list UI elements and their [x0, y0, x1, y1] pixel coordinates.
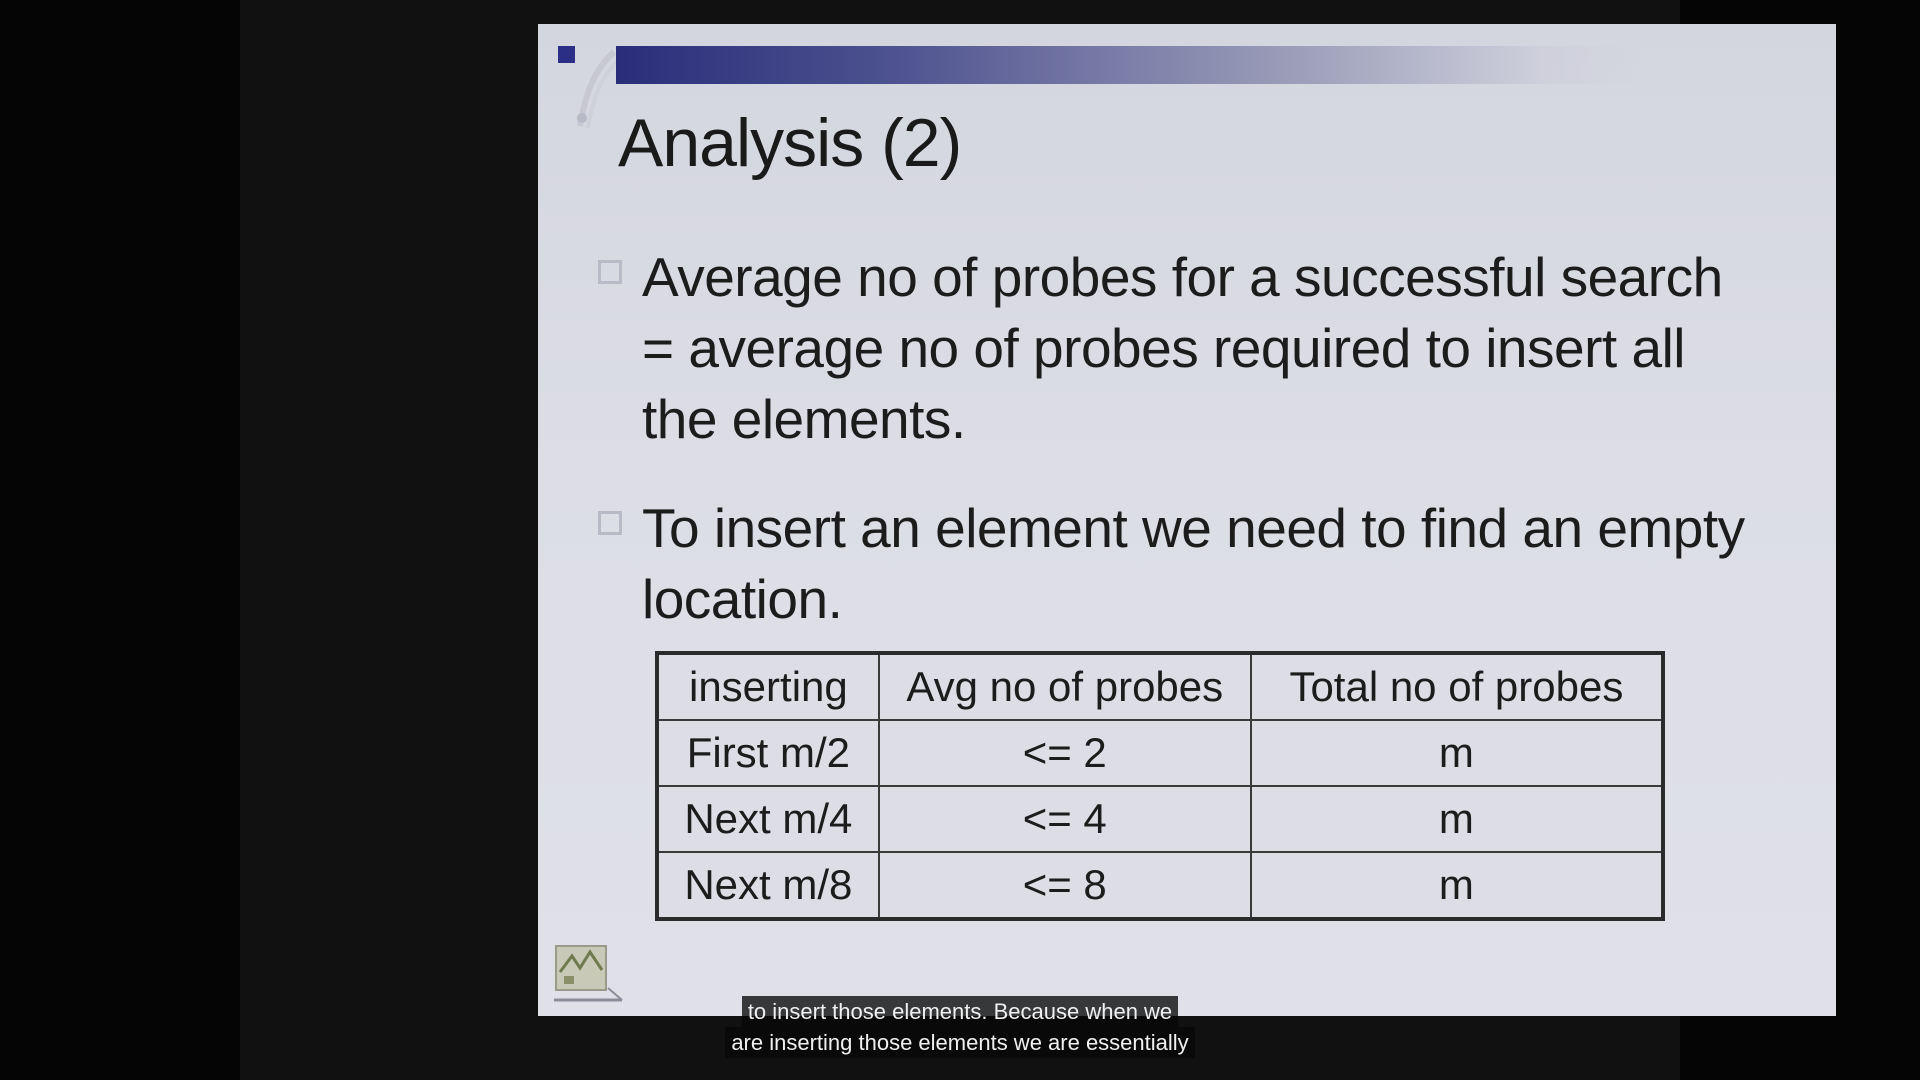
slide-title: Analysis (2) — [618, 105, 962, 181]
bullet-text: To insert an element we need to find an … — [642, 497, 1745, 630]
subtitle-captions: to insert those elements. Because when w… — [0, 996, 1920, 1058]
probes-table: inserting Avg no of probes Total no of p… — [655, 651, 1665, 921]
table-header: Avg no of probes — [877, 652, 1252, 721]
table-cell: <= 2 — [877, 719, 1252, 787]
table-cell: Next m/8 — [656, 851, 880, 920]
table-header-row: inserting Avg no of probes Total no of p… — [656, 652, 1665, 721]
table-cell: m — [1249, 851, 1665, 920]
bullet-item: To insert an element we need to find an … — [598, 493, 1758, 635]
table-row: First m/2 <= 2 m — [656, 719, 1665, 787]
video-frame: Analysis (2) Average no of probes for a … — [240, 0, 1836, 1080]
slide-title-bar — [616, 46, 1646, 84]
table-header: inserting — [656, 652, 880, 721]
table-cell: <= 8 — [877, 851, 1252, 920]
table-row: Next m/4 <= 4 m — [656, 785, 1665, 853]
lecture-slide: Analysis (2) Average no of probes for a … — [538, 24, 1836, 1016]
bullet-text: Average no of probes for a successful se… — [642, 246, 1723, 450]
caption-line: to insert those elements. Because when w… — [741, 996, 1179, 1027]
table-cell: Next m/4 — [656, 785, 880, 853]
caption-line: are inserting those elements we are esse… — [725, 1027, 1195, 1058]
bullet-item: Average no of probes for a successful se… — [598, 242, 1758, 455]
table-header: Total no of probes — [1249, 652, 1665, 721]
table-row: Next m/8 <= 8 m — [656, 851, 1665, 920]
institute-logo-icon — [554, 945, 623, 1002]
table-cell: <= 4 — [877, 785, 1252, 853]
square-bullet-icon — [598, 260, 622, 284]
table-cell: m — [1249, 719, 1665, 787]
table-cell: m — [1249, 785, 1665, 853]
table-cell: First m/2 — [656, 719, 880, 787]
square-bullet-icon — [598, 511, 622, 535]
slide-corner-square — [558, 46, 575, 63]
